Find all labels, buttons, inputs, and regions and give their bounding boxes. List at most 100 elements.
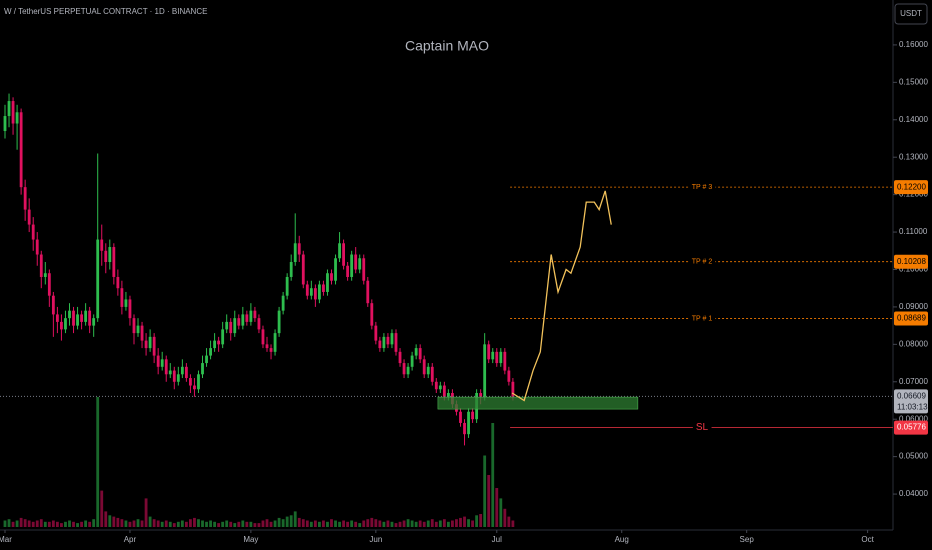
candle-body	[168, 370, 172, 375]
volume-bar	[350, 520, 354, 527]
volume-bar	[197, 519, 200, 527]
candle-body	[398, 351, 402, 364]
level-name-bg	[688, 183, 716, 191]
y-tick-label: 0.15000	[899, 77, 928, 86]
candle-body	[184, 366, 188, 379]
volume-bar	[402, 520, 406, 527]
candle-body	[410, 355, 414, 367]
volume-bar	[426, 520, 430, 527]
candle-body	[148, 336, 152, 349]
y-tick-label: 0.06000	[899, 414, 928, 423]
candle-body	[390, 333, 394, 345]
volume-bar	[503, 508, 507, 527]
x-tick-label: Aug	[615, 535, 629, 544]
volume-bar	[108, 515, 112, 527]
level-price-label: 0.12200	[897, 182, 926, 191]
volume-bar	[285, 516, 289, 527]
volume-bar	[346, 521, 350, 527]
volume-bar	[414, 521, 418, 527]
candle-body	[374, 325, 378, 341]
candle-body	[386, 336, 390, 345]
candle-body	[463, 422, 466, 435]
volume-bar	[184, 521, 188, 527]
candle-body	[164, 359, 168, 375]
y-tick-label: 0.04000	[899, 489, 928, 498]
candle-body	[136, 325, 140, 334]
volume-bar	[68, 520, 71, 527]
candle-body	[499, 351, 503, 364]
volume-bar	[225, 520, 229, 527]
volume-bar	[136, 519, 140, 527]
currency-button[interactable]	[894, 3, 928, 25]
candle-body	[245, 314, 249, 322]
level-name: TP # 1	[692, 315, 713, 322]
volume-bar	[19, 517, 23, 527]
volume-bar	[446, 521, 450, 527]
candle-body	[362, 258, 366, 281]
currency-label[interactable]: USDT	[900, 9, 922, 18]
candle-body	[503, 351, 507, 371]
volume-bar	[15, 520, 19, 527]
volume-bar	[289, 515, 293, 527]
volume-bar	[354, 521, 358, 527]
candle-body	[128, 299, 132, 319]
candle-body	[15, 112, 19, 124]
volume-bar	[180, 520, 184, 527]
volume-bar	[64, 521, 67, 527]
candle-body	[471, 411, 474, 420]
volume-bar	[342, 520, 346, 527]
volume-bar	[455, 519, 458, 527]
volume-bar	[201, 520, 204, 527]
volume-bar	[140, 520, 144, 527]
volume-bar	[55, 521, 59, 527]
volume-bar	[471, 520, 474, 527]
volume-bar	[330, 519, 333, 527]
level-name: TP # 3	[692, 184, 713, 191]
volume-bar	[273, 520, 277, 527]
volume-bar	[189, 519, 192, 527]
volume-bar	[305, 520, 309, 527]
volume-bar	[132, 520, 136, 527]
volume-bar	[370, 517, 374, 527]
candle-body	[273, 333, 277, 352]
volume-bar	[390, 521, 394, 527]
volume-bar	[430, 519, 434, 527]
candle-body	[434, 381, 438, 390]
level-price-box	[894, 311, 928, 326]
volume-bar	[451, 520, 454, 527]
volume-bar	[76, 523, 79, 527]
level-name-bg	[688, 258, 716, 266]
candle-body	[88, 310, 92, 326]
candle-body	[31, 224, 35, 240]
candle-body	[76, 314, 79, 326]
y-tick-label: 0.11000	[899, 227, 928, 236]
candle-body	[430, 366, 434, 382]
level-name-bg	[692, 422, 712, 434]
candle-body	[237, 318, 241, 326]
candle-body	[39, 254, 43, 277]
volume-bar	[241, 520, 245, 527]
volume-bar	[100, 490, 104, 527]
volume-bar	[338, 521, 341, 527]
candle-body	[80, 314, 83, 322]
candle-body	[221, 329, 225, 345]
volume-bar	[39, 519, 43, 527]
volume-bar	[209, 520, 212, 527]
candle-body	[205, 355, 208, 364]
candle-body	[414, 348, 418, 356]
volume-bar	[317, 521, 321, 527]
candle-body	[104, 250, 108, 263]
volume-bar	[23, 519, 27, 527]
volume-bar	[88, 521, 92, 527]
candle-body	[406, 366, 410, 375]
candle-body	[293, 243, 297, 263]
volume-bar	[269, 521, 273, 527]
candle-body	[309, 288, 313, 296]
candle-body	[96, 239, 100, 319]
candle-body	[23, 187, 27, 210]
candle-body	[60, 321, 63, 330]
candle-body	[172, 370, 176, 382]
volume-bar	[358, 523, 362, 527]
